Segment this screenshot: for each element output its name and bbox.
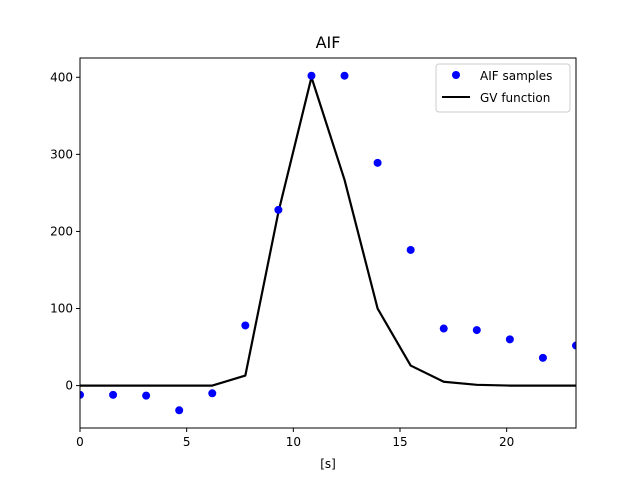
y-axis-ticks: 0 100 200 300 400 (50, 70, 80, 393)
y-tick-label: 200 (50, 224, 73, 238)
gv-function-line (80, 76, 576, 387)
y-tick-label: 0 (65, 379, 73, 393)
x-tick-label: 15 (392, 435, 407, 449)
aif-sample-point (505, 335, 514, 344)
legend-label-samples: AIF samples (480, 69, 552, 83)
x-tick-label: 20 (499, 435, 514, 449)
aif-sample-point (572, 341, 576, 350)
axes-frame (79, 57, 577, 429)
aif-sample-point (472, 326, 481, 335)
aif-sample-point (406, 245, 415, 254)
chart-title: AIF (316, 33, 341, 52)
aif-sample-point (241, 321, 250, 330)
aif-sample-point (340, 71, 349, 80)
aif-sample-point (142, 391, 151, 400)
legend-marker-samples (452, 71, 460, 79)
legend-box (435, 63, 571, 113)
x-tick-label: 0 (76, 435, 84, 449)
aif-sample-point (439, 324, 448, 333)
y-tick-label: 400 (50, 70, 73, 84)
aif-sample-point (307, 71, 316, 80)
aif-sample-point (208, 389, 217, 398)
aif-sample-point (274, 205, 283, 214)
y-tick-label: 100 (50, 302, 73, 316)
x-axis-label: [s] (320, 457, 336, 471)
aif-sample-point (373, 158, 382, 167)
legend: AIF samples GV function (435, 63, 571, 113)
legend-label-gv: GV function (480, 91, 550, 105)
aif-sample-point (538, 353, 547, 362)
aif-sample-point (175, 406, 184, 415)
aif-sample-point (80, 390, 84, 399)
x-tick-label: 10 (286, 435, 301, 449)
x-tick-label: 5 (183, 435, 191, 449)
y-tick-label: 300 (50, 147, 73, 161)
x-axis-ticks: 0 5 10 15 20 (76, 428, 514, 449)
plot-area (80, 71, 576, 415)
aif-sample-point (109, 390, 118, 399)
